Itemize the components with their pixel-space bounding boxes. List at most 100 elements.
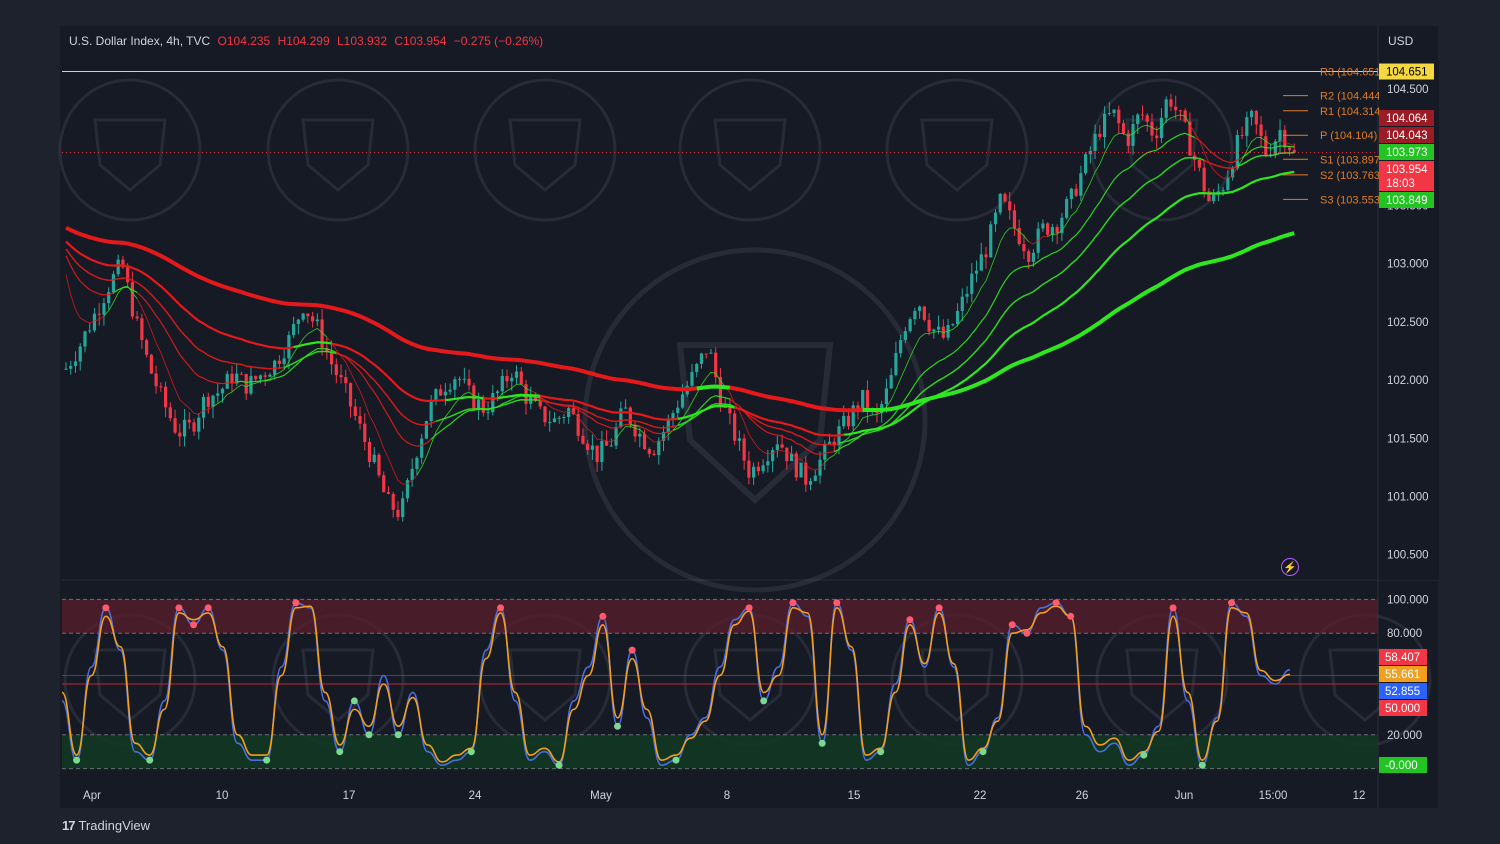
watermark-shield bbox=[508, 648, 582, 722]
candle-body bbox=[1069, 188, 1073, 200]
candle-body bbox=[813, 475, 817, 482]
candles bbox=[64, 93, 1296, 522]
r3-price-tag-text: 104.651 bbox=[1386, 67, 1428, 79]
ema-line bbox=[696, 384, 731, 391]
time-tick-label: 10 bbox=[216, 790, 229, 802]
candle-body bbox=[1065, 199, 1069, 218]
candle-body bbox=[187, 419, 191, 423]
stoch-cross-dot bbox=[1052, 599, 1060, 607]
stoch-cross-dot bbox=[760, 697, 768, 705]
lightning-icon[interactable]: ⚡ bbox=[1281, 558, 1299, 576]
candle-body bbox=[510, 377, 514, 382]
stoch-tick-label: 80.000 bbox=[1387, 628, 1422, 640]
candle-body bbox=[936, 326, 941, 330]
candle-body bbox=[733, 413, 737, 441]
stoch-cross-dot bbox=[555, 761, 563, 769]
stoch-cross-dot bbox=[672, 756, 680, 764]
ema-line bbox=[1028, 235, 1048, 245]
candle-body bbox=[1131, 124, 1135, 146]
candle-body bbox=[1003, 193, 1007, 202]
stoch-d-line bbox=[61, 605, 1291, 763]
candle-body bbox=[88, 330, 92, 332]
price-tag bbox=[1379, 175, 1434, 191]
candle-body bbox=[619, 408, 623, 427]
stoch-cross-dot bbox=[599, 612, 607, 620]
candle-body bbox=[633, 424, 637, 437]
watermark-shield bbox=[508, 118, 582, 192]
candle-body bbox=[439, 389, 443, 396]
candle-body bbox=[1126, 133, 1130, 146]
stoch-cross-dot bbox=[979, 748, 987, 756]
price-tag bbox=[1379, 127, 1434, 143]
candle-body bbox=[1287, 147, 1292, 151]
ema-line bbox=[483, 397, 498, 400]
ohlc-low: L103.932 bbox=[336, 34, 388, 48]
watermark-ring bbox=[885, 78, 1029, 222]
watermark-ring bbox=[266, 78, 410, 222]
symbol-legend: U.S. Dollar Index, 4h, TVC O104.235 H104… bbox=[69, 34, 547, 48]
stoch-cross-dot bbox=[1228, 599, 1236, 607]
candle-body bbox=[714, 352, 718, 378]
candle-body bbox=[1093, 133, 1097, 151]
stoch-cross-dot bbox=[336, 748, 344, 756]
tradingview-logo[interactable]: 17 TradingView bbox=[62, 818, 150, 833]
candle-body bbox=[993, 212, 998, 225]
ema-line bbox=[838, 157, 1205, 445]
candle-body bbox=[126, 267, 130, 283]
candle-body bbox=[145, 340, 149, 355]
candle-body bbox=[600, 440, 604, 463]
candle-body bbox=[576, 414, 580, 436]
candle-body bbox=[586, 443, 590, 450]
watermark-shield bbox=[301, 648, 375, 722]
candle-body bbox=[1249, 110, 1254, 118]
candle-body bbox=[154, 373, 158, 387]
price-tag-text: 104.064 bbox=[1386, 113, 1428, 125]
candle-body bbox=[182, 419, 187, 437]
candle-body bbox=[951, 324, 955, 326]
candle-body bbox=[1031, 252, 1036, 262]
stoch-cross-dot bbox=[204, 604, 212, 612]
candle-body bbox=[861, 390, 865, 409]
candle-body bbox=[476, 399, 481, 409]
candle-body bbox=[410, 468, 414, 481]
candle-body bbox=[258, 375, 263, 380]
ema-line bbox=[497, 383, 531, 399]
stoch-cross-dot bbox=[175, 604, 183, 612]
watermark-ring bbox=[1090, 78, 1234, 222]
ema-line bbox=[540, 394, 678, 421]
candle-body bbox=[804, 462, 808, 485]
ema-line bbox=[843, 170, 1295, 436]
time-tick-label: 24 bbox=[469, 790, 482, 802]
price-tag bbox=[1379, 161, 1434, 177]
price-tag-text: 103.849 bbox=[1386, 195, 1428, 207]
pivot-label: S2 (103.763) bbox=[1320, 170, 1384, 182]
ema-line bbox=[326, 336, 418, 485]
stoch-cross-dot bbox=[1008, 621, 1016, 629]
stoch-cross-dot bbox=[818, 739, 826, 747]
currency-label[interactable]: USD bbox=[1388, 34, 1414, 48]
candle-body bbox=[1017, 228, 1021, 245]
stoch-value-tag bbox=[1379, 666, 1427, 682]
stoch-cross-dot bbox=[906, 616, 914, 624]
pivot-label: R1 (104.314) bbox=[1320, 106, 1384, 118]
stoch-cross-dot bbox=[935, 604, 943, 612]
candle-body bbox=[1155, 135, 1159, 139]
candle-body bbox=[1178, 110, 1183, 112]
watermark-shield bbox=[713, 648, 787, 722]
stoch-cross-dot bbox=[1169, 604, 1177, 612]
candle-body bbox=[955, 310, 960, 325]
candle-body bbox=[548, 422, 552, 424]
candle-body bbox=[163, 386, 168, 408]
candle-body bbox=[495, 391, 500, 394]
candle-body bbox=[571, 408, 576, 415]
watermark-shield bbox=[920, 118, 994, 192]
stoch-cross-dot bbox=[73, 756, 81, 764]
candle-body bbox=[652, 453, 656, 456]
time-tick-label: 15:00 bbox=[1259, 790, 1288, 802]
candle-body bbox=[415, 457, 419, 469]
watermark-ring bbox=[683, 613, 817, 747]
candle-body bbox=[391, 493, 395, 510]
candle-body bbox=[932, 329, 936, 332]
candle-body bbox=[918, 306, 922, 311]
